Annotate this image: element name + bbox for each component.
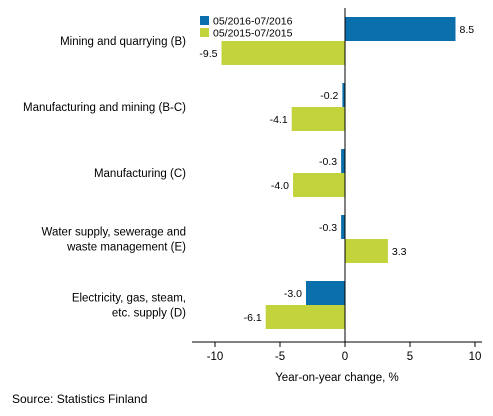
value-label: -3.0	[284, 288, 302, 300]
bar-series1-3	[341, 215, 345, 239]
category-label: Water supply, sewerage and	[42, 227, 186, 239]
axes: -10 -5 0 5 10	[192, 8, 482, 363]
category-label: Manufacturing and mining (B-C)	[23, 102, 186, 114]
legend-label: 05/2016-07/2016	[213, 16, 293, 28]
value-label: -0.2	[320, 90, 338, 102]
value-label: -0.3	[319, 156, 337, 168]
value-label: -6.1	[244, 312, 262, 324]
bar-series1-0	[345, 17, 456, 41]
x-tick-label: 10	[469, 351, 482, 363]
legend-label: 05/2015-07/2015	[213, 28, 293, 40]
category-label: waste management (E)	[66, 242, 186, 254]
bar-series1-1	[342, 83, 345, 107]
x-tick-label: 0	[342, 351, 348, 363]
bars	[221, 17, 456, 329]
x-tick-label: -5	[275, 351, 285, 363]
x-tick-label: 5	[407, 351, 413, 363]
value-label: 8.5	[460, 24, 475, 36]
value-label: -0.3	[319, 222, 337, 234]
bar-series2-4	[265, 305, 345, 329]
value-label: 3.3	[392, 246, 407, 258]
category-label: Manufacturing (C)	[94, 168, 186, 180]
category-label: Mining and quarrying (B)	[60, 36, 186, 48]
category-labels: Mining and quarrying (B) Manufacturing an…	[23, 36, 186, 320]
x-axis-label: Year-on-year change, %	[275, 372, 399, 384]
legend-swatch	[200, 16, 209, 25]
bar-series2-2	[293, 173, 345, 197]
category-label: Electricity, gas, steam,	[72, 293, 186, 305]
value-labels: 8.5 -9.5 -0.2 -4.1 -0.3 -4.0 -0.3 3.3 -3.0 -6.1	[199, 24, 474, 324]
legend-swatch	[200, 28, 209, 37]
value-label: -4.1	[270, 114, 288, 126]
bar-series2-1	[291, 107, 345, 131]
bar-series2-3	[345, 239, 388, 263]
bar-series1-2	[341, 149, 345, 173]
value-label: -9.5	[199, 48, 217, 60]
bar-series2-0	[221, 41, 345, 65]
source-note: Source: Statistics Finland	[12, 392, 148, 406]
value-label: -4.0	[271, 180, 289, 192]
category-label: etc. supply (D)	[112, 308, 186, 320]
x-tick-label: -10	[207, 351, 224, 363]
bar-series1-4	[306, 281, 345, 305]
